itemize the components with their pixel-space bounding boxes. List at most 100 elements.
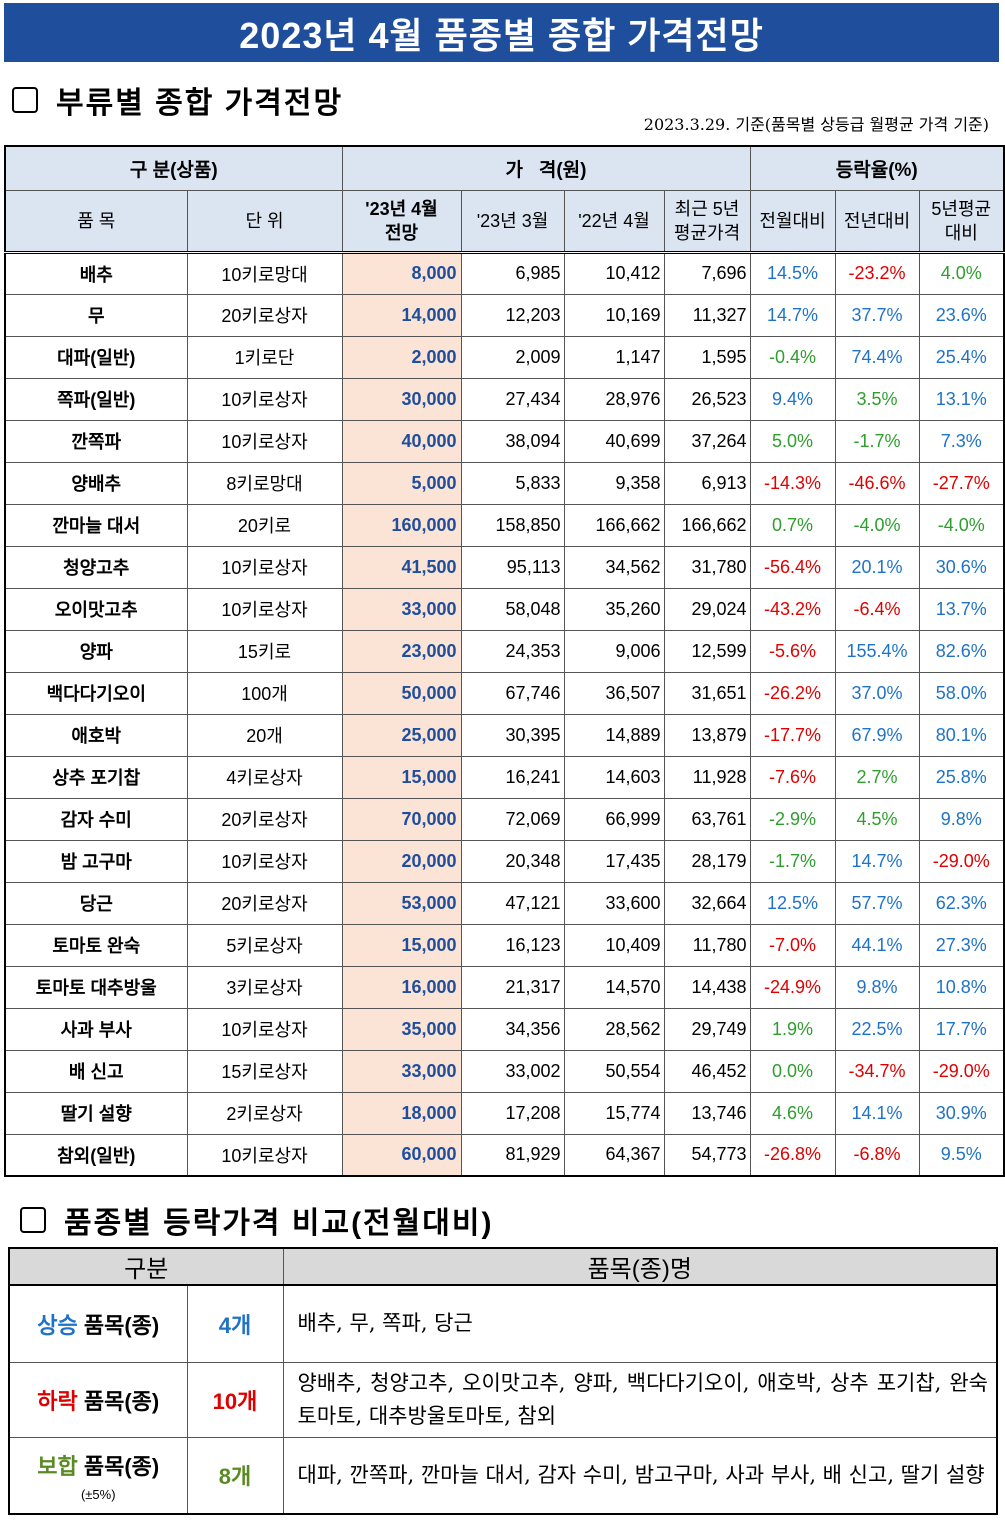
item-name: 양파 [4, 629, 188, 673]
compare-table: 구분 품목(종)명 상승 품목(종) 4개 배추, 무, 쪽파, 당근 하락 품… [8, 1247, 998, 1515]
item-unit: 4키로상자 [186, 755, 343, 799]
price-forecast-table: 구 분(상품) 가 격(원) 등락율(%) 품 목 단 위 '23년 4월 전망 … [4, 145, 1005, 1177]
rate-vs5: 23.6% [918, 293, 1005, 337]
header-rate: 등락율(%) [749, 145, 1005, 191]
rate-mom: 12.5% [749, 881, 836, 925]
price-mar23: 95,113 [460, 545, 565, 589]
item-name: 양배추 [4, 461, 188, 505]
rate-mom: 0.7% [749, 503, 836, 547]
rate-vs5: 9.5% [918, 1133, 1005, 1177]
table-row: 배 신고 15키로상자 33,000 33,002 50,554 46,452 0.0% -3… [4, 1049, 1005, 1093]
rate-vs5: 27.3% [918, 923, 1005, 967]
rate-yoy: -23.2% [834, 251, 920, 295]
forecast-price: 35,000 [341, 1007, 462, 1051]
table-row: 쪽파(일반) 10키로상자 30,000 27,434 28,976 26,523 9.4%… [4, 377, 1005, 421]
rate-yoy: -4.0% [834, 503, 920, 547]
table-row: 깐마늘 대서 20키로 160,000 158,850 166,662 166,662 0.… [4, 503, 1005, 547]
section-title-overview: 부류별 종합 가격전망 [12, 78, 343, 122]
forecast-price: 53,000 [341, 881, 462, 925]
rate-mom: -2.9% [749, 797, 836, 841]
rate-vs5: 80.1% [918, 713, 1005, 757]
price-mar23: 30,395 [460, 713, 565, 757]
rate-mom: -24.9% [749, 965, 836, 1009]
price-avg5: 13,746 [663, 1091, 751, 1135]
checkbox-icon [12, 87, 38, 113]
forecast-price: 8,000 [341, 251, 462, 295]
rate-mom: 4.6% [749, 1091, 836, 1135]
price-mar23: 24,353 [460, 629, 565, 673]
table-row: 사과 부사 10키로상자 35,000 34,356 28,562 29,749 1.9% 2… [4, 1007, 1005, 1051]
item-unit: 20키로상자 [186, 797, 343, 841]
price-mar23: 27,434 [460, 377, 565, 421]
price-apr22: 9,358 [563, 461, 665, 505]
rate-vs5: -29.0% [918, 1049, 1005, 1093]
price-apr22: 28,976 [563, 377, 665, 421]
table-row: 무 20키로상자 14,000 12,203 10,169 11,327 14.7% 37.7… [4, 293, 1005, 337]
item-unit: 15키로 [186, 629, 343, 673]
rate-mom: -5.6% [749, 629, 836, 673]
header-mar23: '23년 3월 [460, 189, 565, 254]
price-mar23: 17,208 [460, 1091, 565, 1135]
forecast-price: 20,000 [341, 839, 462, 883]
rate-vs5: 62.3% [918, 881, 1005, 925]
item-name: 참외(일반) [4, 1133, 188, 1177]
item-name: 쪽파(일반) [4, 377, 188, 421]
forecast-price: 41,500 [341, 545, 462, 589]
price-avg5: 46,452 [663, 1049, 751, 1093]
rate-mom: 14.7% [749, 293, 836, 337]
rate-mom: -26.8% [749, 1133, 836, 1177]
price-apr22: 14,570 [563, 965, 665, 1009]
price-apr22: 66,999 [563, 797, 665, 841]
section-title-text: 부류별 종합 가격전망 [56, 87, 344, 120]
compare-row-fall: 하락 품목(종) 10개 양배추, 청양고추, 오이맛고추, 양파, 백다다기오… [8, 1361, 998, 1438]
price-mar23: 16,241 [460, 755, 565, 799]
rate-vs5: 7.3% [918, 419, 1005, 463]
item-name: 애호박 [4, 713, 188, 757]
price-apr22: 34,562 [563, 545, 665, 589]
forecast-price: 160,000 [341, 503, 462, 547]
rate-yoy: 22.5% [834, 1007, 920, 1051]
item-unit: 10키로상자 [186, 1007, 343, 1051]
rate-vs5: 30.9% [918, 1091, 1005, 1135]
forecast-price: 5,000 [341, 461, 462, 505]
fall-count: 10개 [186, 1361, 284, 1438]
price-apr22: 64,367 [563, 1133, 665, 1177]
rate-vs5: 17.7% [918, 1007, 1005, 1051]
item-unit: 1키로단 [186, 335, 343, 379]
table-row: 토마토 완숙 5키로상자 15,000 16,123 10,409 11,780 -7.0%… [4, 923, 1005, 967]
rate-yoy: 9.8% [834, 965, 920, 1009]
rate-mom: -7.0% [749, 923, 836, 967]
price-mar23: 12,203 [460, 293, 565, 337]
header-item: 품 목 [4, 189, 188, 254]
rate-vs5: 13.7% [918, 587, 1005, 631]
price-avg5: 11,780 [663, 923, 751, 967]
price-apr22: 14,889 [563, 713, 665, 757]
rate-yoy: 155.4% [834, 629, 920, 673]
price-avg5: 29,749 [663, 1007, 751, 1051]
price-mar23: 81,929 [460, 1133, 565, 1177]
rate-vs5: 82.6% [918, 629, 1005, 673]
item-name: 밤 고구마 [4, 839, 188, 883]
item-name: 깐마늘 대서 [4, 503, 188, 547]
reference-date-note: 2023.3.29. 기준(품목별 상등급 월평균 가격 기준) [643, 115, 989, 134]
forecast-price: 15,000 [341, 923, 462, 967]
rate-mom: 14.5% [749, 251, 836, 295]
header-group: 구 분(상품) [4, 145, 343, 191]
rate-yoy: -34.7% [834, 1049, 920, 1093]
item-name: 배 신고 [4, 1049, 188, 1093]
rate-mom: -56.4% [749, 545, 836, 589]
forecast-price: 50,000 [341, 671, 462, 715]
rate-mom: -43.2% [749, 587, 836, 631]
rate-vs5: 13.1% [918, 377, 1005, 421]
price-avg5: 12,599 [663, 629, 751, 673]
rise-label: 상승 품목(종) [8, 1284, 188, 1363]
rate-mom: -7.6% [749, 755, 836, 799]
item-name: 사과 부사 [4, 1007, 188, 1051]
forecast-price: 15,000 [341, 755, 462, 799]
price-apr22: 10,409 [563, 923, 665, 967]
table-row: 감자 수미 20키로상자 70,000 72,069 66,999 63,761 -2.9%… [4, 797, 1005, 841]
price-mar23: 67,746 [460, 671, 565, 715]
page-title: 2023년 4월 품종별 종합 가격전망 [4, 3, 999, 62]
price-mar23: 16,123 [460, 923, 565, 967]
forecast-price: 16,000 [341, 965, 462, 1009]
